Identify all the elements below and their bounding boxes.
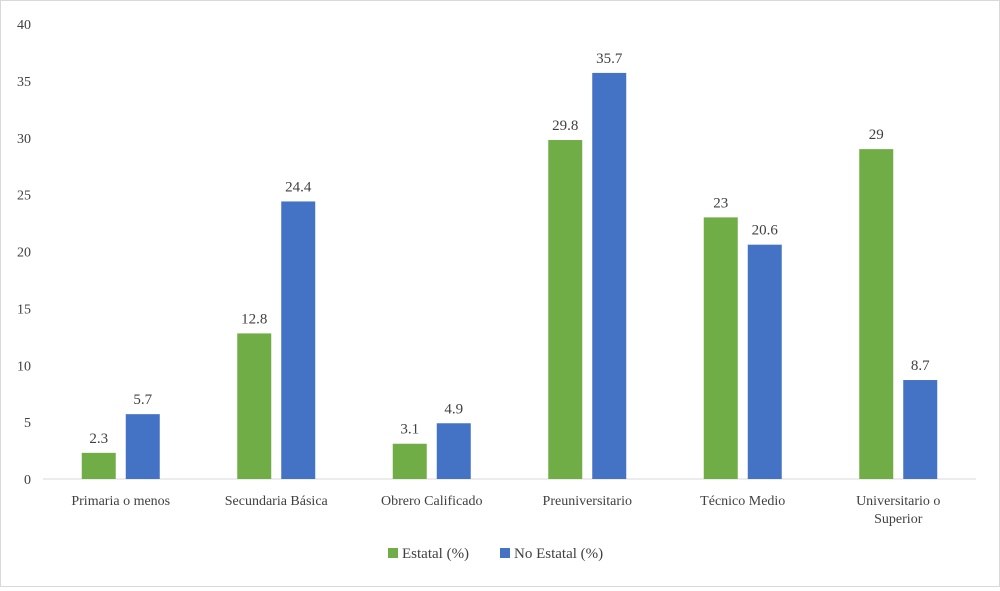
bar bbox=[548, 140, 583, 479]
data-label: 12.8 bbox=[241, 311, 267, 327]
x-tick-label: Técnico Medio bbox=[700, 494, 785, 509]
y-tick-label: 25 bbox=[17, 189, 31, 204]
bar bbox=[281, 201, 316, 479]
data-label: 2.3 bbox=[89, 431, 108, 447]
bar bbox=[125, 414, 160, 479]
x-tick-label: Secundaria Básica bbox=[225, 494, 329, 509]
y-tick-label: 35 bbox=[17, 75, 31, 90]
data-label: 20.6 bbox=[752, 223, 779, 239]
data-label: 8.7 bbox=[911, 358, 930, 374]
x-tick-label: Obrero Calificado bbox=[381, 494, 482, 509]
legend-label: Estatal (%) bbox=[402, 546, 469, 562]
legend-label: No Estatal (%) bbox=[514, 546, 603, 562]
data-label: 29 bbox=[869, 127, 884, 143]
y-tick-label: 0 bbox=[24, 473, 31, 488]
data-label: 29.8 bbox=[552, 118, 578, 134]
y-tick-label: 15 bbox=[17, 302, 31, 317]
legend-swatch bbox=[500, 548, 510, 558]
data-label: 5.7 bbox=[133, 392, 152, 408]
legend-swatch bbox=[388, 548, 398, 558]
bar bbox=[392, 443, 427, 479]
bar bbox=[859, 149, 894, 479]
y-tick-label: 40 bbox=[17, 18, 31, 33]
bar bbox=[903, 380, 938, 479]
bar bbox=[436, 423, 471, 479]
x-tick-label: Universitario o Superior bbox=[856, 494, 940, 527]
y-tick-label: 30 bbox=[17, 132, 31, 147]
y-tick-label: 5 bbox=[24, 416, 31, 431]
data-labels: 2.3 12.8 3.1 29.8 23 29 5.7 24.4 4.9 35.7 20.6 8.7 bbox=[89, 51, 930, 447]
y-tick-label: 20 bbox=[17, 246, 31, 261]
x-tick-label: Primaria o menos bbox=[71, 494, 170, 509]
bar bbox=[81, 452, 116, 479]
data-label: 4.9 bbox=[444, 401, 463, 417]
data-label: 35.7 bbox=[596, 51, 623, 67]
data-label: 24.4 bbox=[285, 179, 312, 195]
bar bbox=[703, 217, 738, 479]
bar bbox=[747, 244, 782, 479]
y-axis: 0 5 10 15 20 25 30 35 40 bbox=[17, 18, 31, 488]
bar bbox=[592, 72, 627, 479]
x-axis: Primaria o menos Secundaria Básica Obrero … bbox=[43, 478, 976, 527]
y-tick-label: 10 bbox=[17, 359, 31, 374]
data-label: 3.1 bbox=[400, 422, 419, 438]
bars bbox=[81, 72, 938, 479]
bar bbox=[237, 333, 272, 479]
data-label: 23 bbox=[713, 195, 728, 211]
x-tick-label: Preuniversitario bbox=[543, 494, 632, 509]
legend: Estatal (%) No Estatal (%) bbox=[388, 546, 603, 562]
